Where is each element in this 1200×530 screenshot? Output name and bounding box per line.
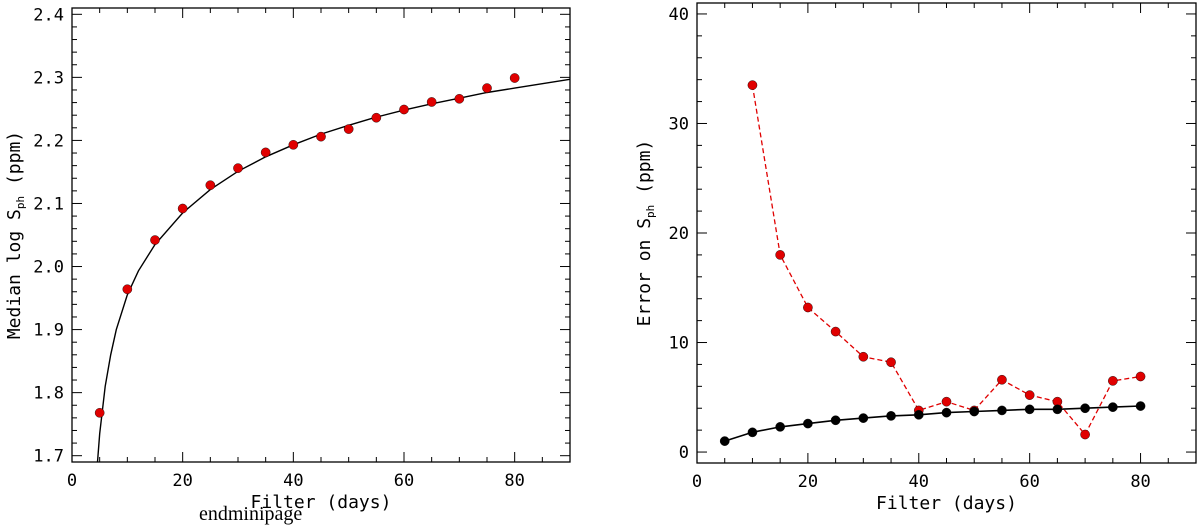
data-point-red-dashed	[1080, 429, 1090, 440]
x-tick-label: 20	[172, 471, 192, 491]
data-point-black-solid	[886, 411, 896, 421]
y-tick-label: 30	[669, 114, 689, 134]
data-point-median	[288, 140, 299, 150]
y-tick-label: 2.2	[33, 131, 64, 151]
x-tick-label: 60	[394, 471, 414, 491]
data-point-black-solid	[1080, 403, 1090, 414]
data-point-median	[94, 408, 105, 418]
x-axis-title: Filter (days)	[251, 492, 392, 513]
data-point-red-dashed	[803, 302, 813, 313]
data-point-red-dashed	[1108, 376, 1118, 386]
data-point-red-dashed	[747, 80, 758, 90]
plot-frame	[71, 7, 571, 463]
data-point-black-solid	[913, 410, 924, 420]
x-tick-label: 80	[1130, 472, 1150, 492]
data-point-median	[205, 180, 216, 190]
data-point-red-dashed	[1024, 390, 1035, 400]
data-point-median	[260, 147, 271, 158]
data-point-black-solid	[1024, 404, 1035, 415]
x-tick-label: 80	[504, 471, 524, 491]
x-tick-label: 0	[67, 471, 77, 491]
data-point-red-dashed	[886, 357, 896, 368]
x-tick-label: 40	[283, 471, 303, 491]
x-axis-title: Filter (days)	[876, 493, 1017, 514]
plot-frame	[696, 2, 1197, 464]
data-point-median	[343, 124, 354, 134]
y-tick-label: 1.8	[33, 384, 64, 404]
y-tick-label: 10	[669, 334, 689, 354]
data-point-black-solid	[858, 413, 869, 423]
y-tick-label: 2.0	[33, 258, 64, 278]
x-tick-label: 40	[909, 472, 929, 492]
data-point-median	[316, 131, 326, 142]
data-point-median	[399, 104, 409, 115]
data-point-black-solid	[1052, 404, 1063, 415]
series-line-red-dashed	[751, 84, 1141, 436]
y-tick-label: 1.7	[33, 447, 64, 467]
y-axis-title: Median log Sph (ppm)	[4, 131, 27, 339]
x-tick-label: 20	[798, 472, 818, 492]
data-point-black-solid	[830, 415, 841, 426]
data-point-red-dashed	[1135, 371, 1146, 382]
data-point-black-solid	[747, 427, 758, 438]
y-tick-label: 2.4	[33, 5, 64, 25]
y-tick-label: 20	[669, 224, 689, 244]
data-point-median	[150, 235, 160, 245]
y-tick-label: 1.9	[33, 321, 64, 341]
x-tick-label: 0	[692, 472, 702, 492]
data-point-black-solid	[997, 405, 1007, 416]
data-point-red-dashed	[997, 374, 1007, 385]
series-line-black-solid	[724, 405, 1141, 442]
data-point-black-solid	[1135, 401, 1146, 411]
data-point-median	[454, 94, 465, 104]
caption: endminipage	[199, 503, 303, 525]
data-point-median	[371, 112, 382, 123]
data-point-median	[122, 284, 133, 295]
y-tick-label: 0	[679, 443, 689, 463]
y-tick-label: 2.1	[33, 194, 64, 214]
x-tick-label: 60	[1019, 472, 1039, 492]
data-point-median	[233, 163, 243, 173]
data-point-red-dashed	[830, 326, 841, 337]
data-point-black-solid	[719, 436, 730, 446]
data-point-median	[426, 97, 437, 107]
data-point-black-solid	[803, 418, 813, 429]
data-point-median	[177, 203, 188, 214]
data-point-black-solid	[775, 422, 785, 432]
data-point-red-dashed	[775, 250, 785, 260]
data-point-black-solid	[969, 406, 980, 417]
left-panel: 0 20 40 60 80 1.7 1.8 1.9 2.0 2.1 2.2 2.3 2.4 Filter …	[4, 5, 571, 513]
data-point-median	[482, 83, 492, 93]
data-point-black-solid	[941, 407, 952, 418]
data-point-median	[509, 73, 520, 83]
y-axis-title: Error on Sph (ppm)	[634, 140, 657, 327]
y-tick-label: 40	[669, 5, 689, 25]
data-point-black-solid	[1108, 402, 1118, 412]
y-tick-label: 2.3	[33, 68, 64, 88]
data-point-red-dashed	[858, 351, 869, 362]
data-point-red-dashed	[941, 396, 952, 407]
fit-curve	[96, 78, 570, 462]
